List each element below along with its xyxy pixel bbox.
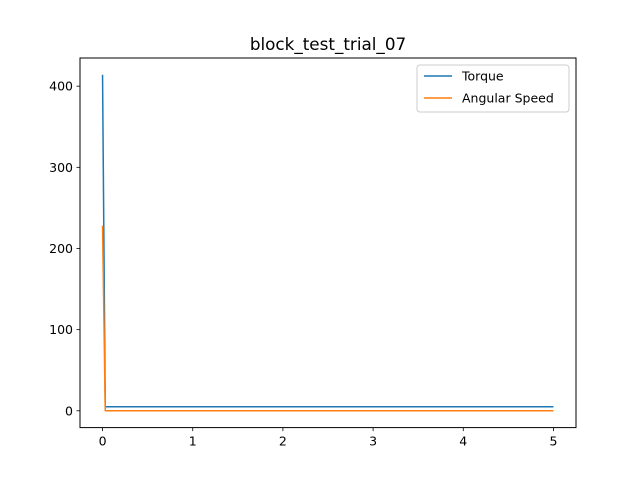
plot-lines: [101, 74, 554, 412]
x-tick-label: 0: [99, 434, 107, 449]
x-tick-label: 2: [279, 434, 287, 449]
plot-frame: [79, 57, 577, 429]
y-tick-label: 300: [49, 160, 73, 175]
x-tick-label: 4: [459, 434, 467, 449]
legend-label-angular-speed: Angular Speed: [462, 91, 554, 106]
legend-frame: [416, 64, 570, 113]
legend: Torque Angular Speed: [416, 64, 570, 113]
chart-title: block_test_trial_07: [250, 34, 406, 55]
x-tick-label: 1: [189, 434, 197, 449]
x-axis: 0 1 2 3 4 5: [99, 427, 557, 449]
y-tick-label: 0: [65, 403, 73, 418]
x-tick-label: 3: [369, 434, 377, 449]
y-tick-label: 400: [49, 79, 73, 94]
series-line-angular-speed: [101, 225, 554, 412]
y-axis: 0 100 200 300 400: [49, 79, 80, 418]
legend-label-torque: Torque: [461, 69, 504, 84]
x-tick-label: 5: [549, 434, 557, 449]
y-tick-label: 200: [49, 241, 73, 256]
y-tick-label: 100: [49, 322, 73, 337]
